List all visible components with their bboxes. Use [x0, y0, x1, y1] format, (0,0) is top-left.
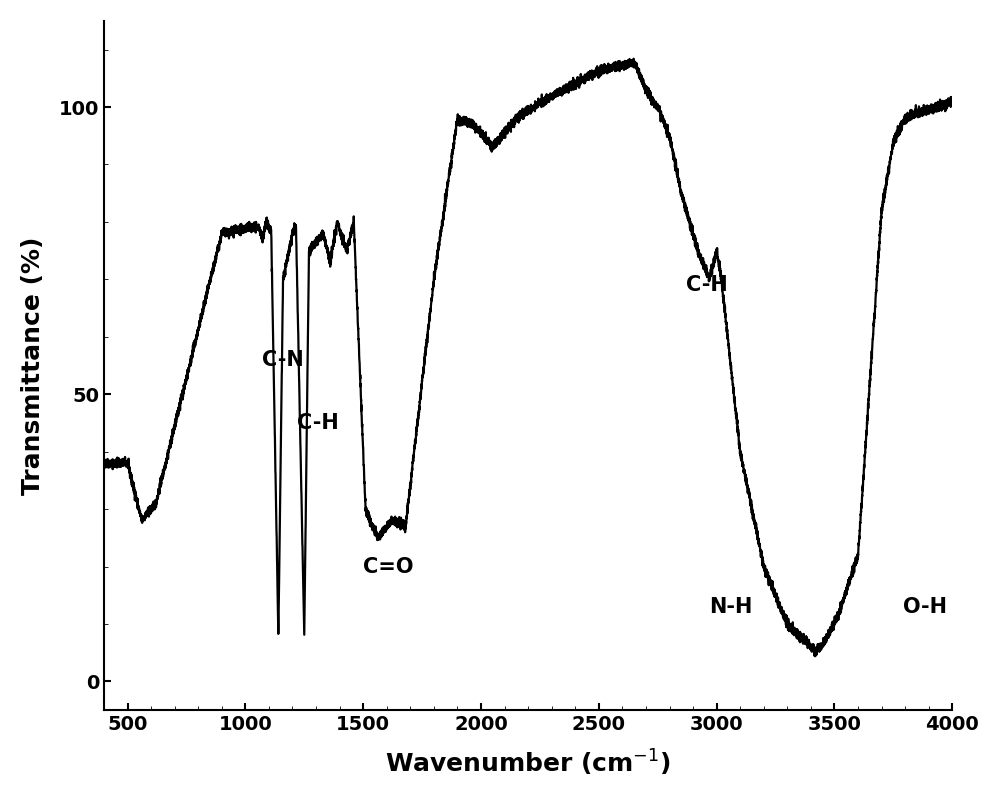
- Text: C-H: C-H: [297, 413, 339, 433]
- Text: C=O: C=O: [363, 557, 414, 577]
- Y-axis label: Transmittance (%): Transmittance (%): [21, 237, 45, 495]
- Text: N-H: N-H: [710, 597, 753, 617]
- X-axis label: Wavenumber (cm$^{-1}$): Wavenumber (cm$^{-1}$): [385, 748, 671, 778]
- Text: O-H: O-H: [903, 597, 947, 617]
- Text: C-N: C-N: [262, 350, 304, 370]
- Text: C-H: C-H: [686, 275, 728, 295]
